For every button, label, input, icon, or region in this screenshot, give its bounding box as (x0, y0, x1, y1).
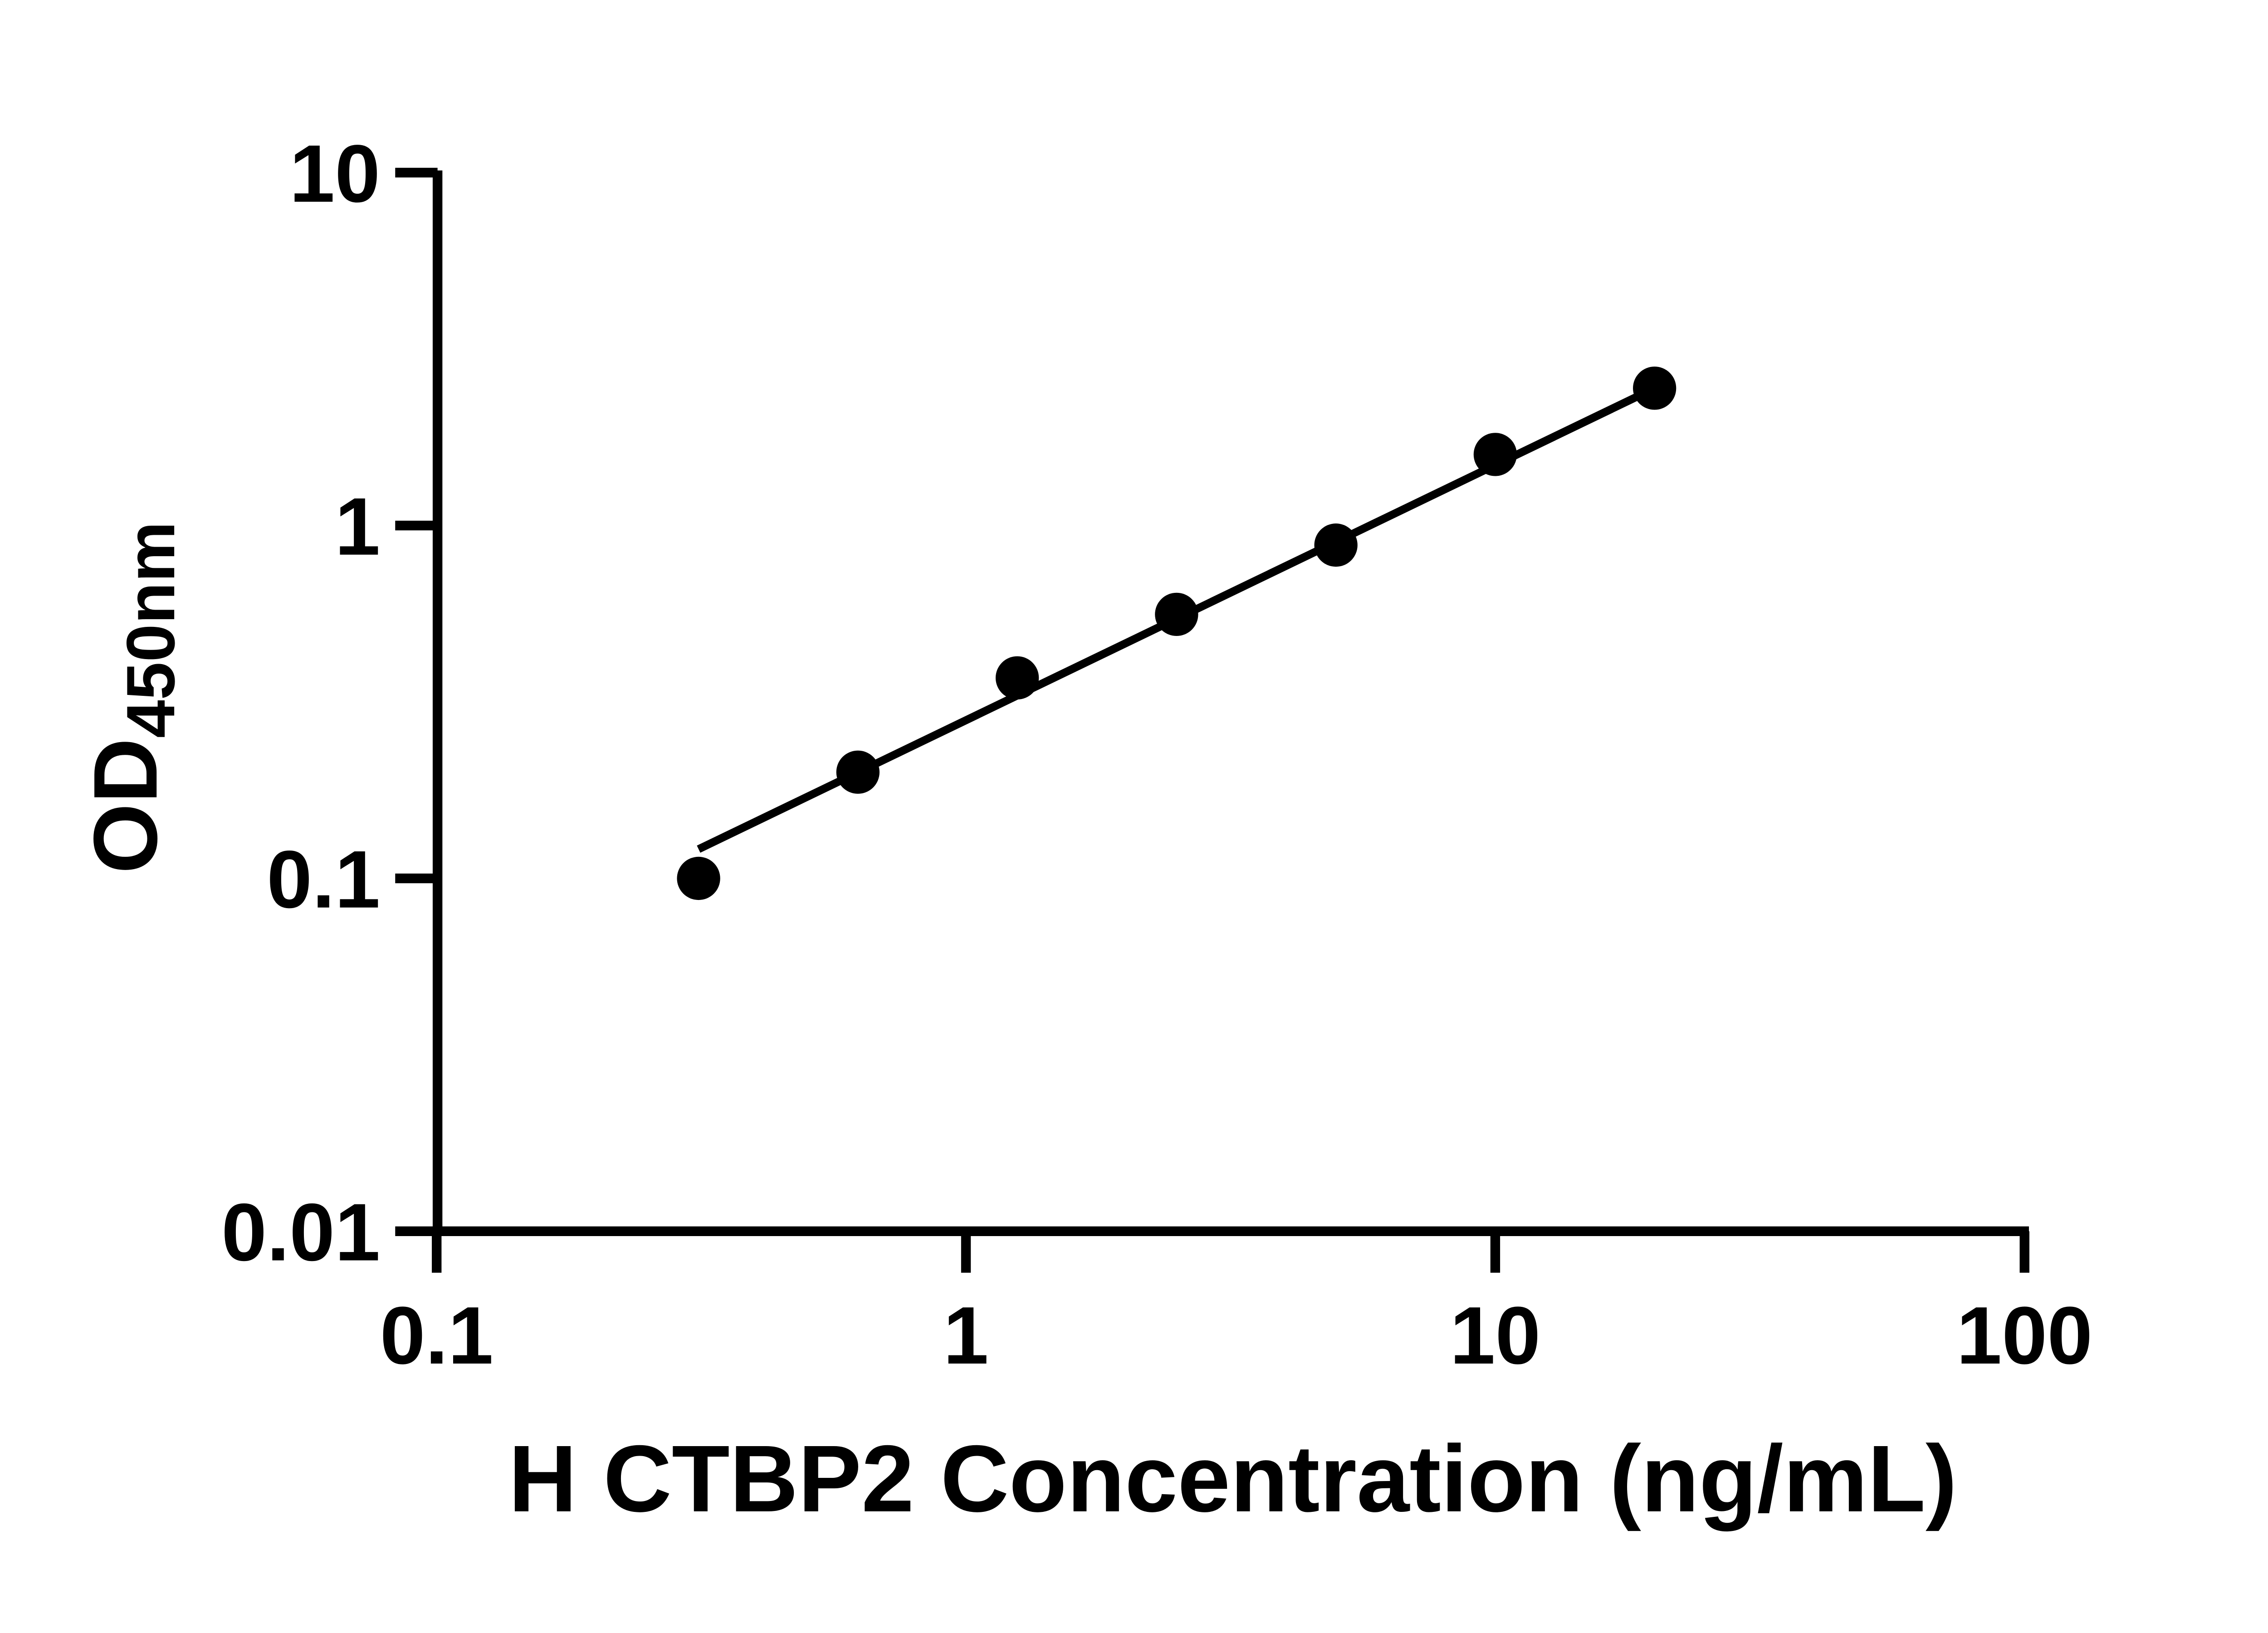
x-tick-label: 10 (1450, 1290, 1540, 1381)
y-axis-tick-labels: 10 1 0.1 0.01 (221, 128, 380, 1278)
y-axis-title-main: OD (75, 738, 176, 874)
x-axis-title: H CTBP2 Concentration (ng/mL) (508, 1426, 1957, 1531)
x-tick-label: 1 (943, 1290, 988, 1381)
data-point (677, 856, 720, 900)
x-tick-label: 100 (1956, 1290, 2092, 1381)
x-tick-label: 0.1 (380, 1290, 494, 1381)
x-axis-tick-labels: 0.1 1 10 100 (380, 1290, 2093, 1381)
data-point (1633, 366, 1677, 410)
y-tick-label: 0.1 (267, 834, 380, 925)
data-point (995, 656, 1039, 699)
data-series (677, 366, 1677, 900)
x-axis-ticks (431, 1231, 2029, 1273)
data-point (1473, 432, 1517, 476)
y-axis-ticks (395, 167, 438, 1236)
data-point (1314, 523, 1358, 567)
y-tick-label: 1 (335, 481, 380, 572)
y-axis-title: OD450nm (75, 521, 189, 873)
y-axis-title-subscript: 450nm (112, 521, 189, 738)
data-point (1155, 592, 1198, 636)
axis-spines (432, 170, 2029, 1236)
data-point (836, 750, 880, 794)
y-tick-label: 0.01 (221, 1187, 380, 1278)
y-tick-label: 10 (289, 128, 380, 219)
